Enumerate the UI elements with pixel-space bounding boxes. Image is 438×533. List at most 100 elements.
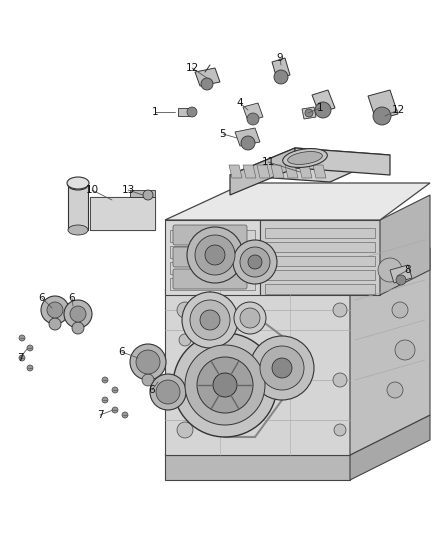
Circle shape (234, 302, 266, 334)
Polygon shape (265, 270, 375, 280)
Circle shape (64, 300, 92, 328)
Circle shape (241, 136, 255, 150)
Circle shape (27, 345, 33, 351)
Circle shape (156, 380, 180, 404)
Text: 6: 6 (39, 293, 45, 303)
Polygon shape (170, 246, 255, 258)
Polygon shape (390, 265, 412, 283)
Text: 13: 13 (121, 185, 134, 195)
Circle shape (334, 424, 346, 436)
Circle shape (177, 422, 193, 438)
FancyBboxPatch shape (173, 269, 247, 289)
Circle shape (315, 102, 331, 118)
Circle shape (195, 235, 235, 275)
Text: 7: 7 (17, 353, 23, 363)
Circle shape (201, 78, 213, 90)
Polygon shape (165, 455, 350, 480)
Polygon shape (260, 220, 380, 295)
Circle shape (305, 109, 313, 117)
Polygon shape (230, 148, 295, 195)
Polygon shape (243, 103, 263, 121)
Circle shape (102, 397, 108, 403)
Polygon shape (350, 248, 430, 455)
Text: 6: 6 (69, 293, 75, 303)
Polygon shape (299, 165, 312, 178)
Polygon shape (380, 195, 430, 295)
Polygon shape (265, 242, 375, 252)
Circle shape (182, 292, 238, 348)
Circle shape (213, 373, 237, 397)
Text: 8: 8 (405, 265, 411, 275)
Circle shape (185, 345, 265, 425)
Text: 9: 9 (277, 53, 283, 63)
Circle shape (179, 334, 191, 346)
Circle shape (130, 344, 166, 380)
Circle shape (378, 258, 402, 282)
Text: 12: 12 (185, 63, 198, 73)
Polygon shape (243, 165, 256, 178)
Circle shape (70, 306, 86, 322)
Circle shape (173, 333, 277, 437)
Polygon shape (257, 165, 270, 178)
Circle shape (41, 296, 69, 324)
Text: 11: 11 (261, 157, 275, 167)
Circle shape (19, 355, 25, 361)
Circle shape (178, 363, 192, 377)
Ellipse shape (68, 180, 88, 190)
Circle shape (72, 322, 84, 334)
Polygon shape (90, 197, 155, 230)
Text: 10: 10 (85, 185, 99, 195)
Circle shape (200, 310, 220, 330)
Circle shape (187, 107, 197, 117)
Polygon shape (265, 256, 375, 266)
Circle shape (373, 107, 391, 125)
Polygon shape (368, 90, 398, 120)
Text: 6: 6 (148, 385, 155, 395)
Ellipse shape (68, 225, 88, 235)
Circle shape (248, 255, 262, 269)
Polygon shape (165, 183, 430, 220)
Text: 5: 5 (220, 129, 226, 139)
Circle shape (136, 350, 160, 374)
Polygon shape (68, 185, 88, 230)
Polygon shape (230, 148, 390, 182)
Polygon shape (350, 415, 430, 480)
Circle shape (260, 346, 304, 390)
Polygon shape (178, 108, 192, 116)
Circle shape (247, 113, 259, 125)
Polygon shape (312, 90, 335, 113)
Circle shape (333, 373, 347, 387)
Ellipse shape (283, 149, 327, 167)
Text: 7: 7 (97, 410, 103, 420)
Polygon shape (170, 278, 255, 290)
Text: 4: 4 (237, 98, 244, 108)
Polygon shape (229, 165, 242, 178)
Circle shape (27, 365, 33, 371)
Polygon shape (271, 165, 284, 178)
Circle shape (187, 227, 243, 283)
Circle shape (49, 318, 61, 330)
Text: 6: 6 (119, 347, 125, 357)
Circle shape (143, 190, 153, 200)
Circle shape (112, 407, 118, 413)
Polygon shape (195, 68, 220, 86)
Circle shape (396, 275, 406, 285)
Text: 1: 1 (152, 107, 158, 117)
Circle shape (272, 358, 292, 378)
Circle shape (177, 302, 193, 318)
Polygon shape (295, 148, 390, 175)
Polygon shape (285, 165, 298, 178)
Circle shape (197, 357, 253, 413)
Circle shape (102, 377, 108, 383)
Polygon shape (165, 290, 350, 455)
Ellipse shape (288, 151, 322, 164)
Polygon shape (165, 248, 430, 290)
Circle shape (240, 247, 270, 277)
Circle shape (179, 394, 191, 406)
Circle shape (387, 382, 403, 398)
Polygon shape (313, 165, 326, 178)
Polygon shape (170, 262, 255, 274)
FancyBboxPatch shape (173, 225, 247, 245)
Circle shape (333, 303, 347, 317)
Polygon shape (265, 228, 375, 238)
